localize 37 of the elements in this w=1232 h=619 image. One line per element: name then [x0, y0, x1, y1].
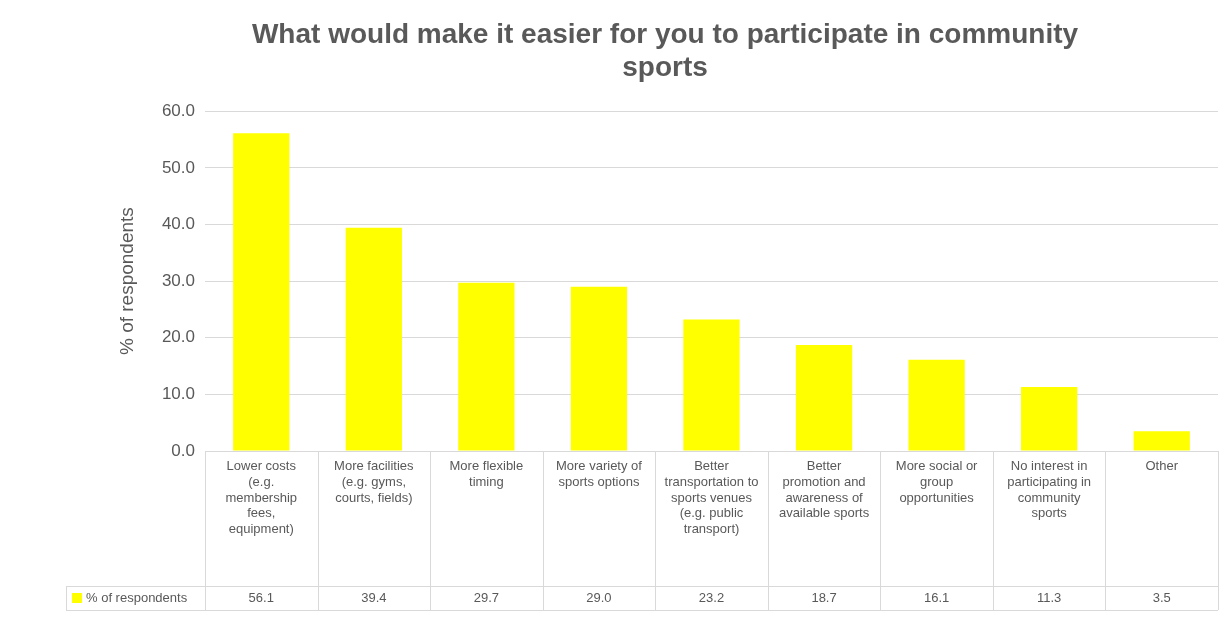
x-tick-label: More facilities (e.g. gyms, courts, fields) — [334, 458, 415, 505]
bar — [1021, 387, 1078, 451]
bar — [1133, 431, 1190, 451]
bar — [233, 133, 290, 451]
bar — [570, 286, 628, 451]
x-tick-label: More social or group opportunities — [895, 458, 979, 505]
data-label: 39.4 — [361, 589, 387, 605]
data-label: 11.3 — [1036, 589, 1062, 605]
y-axis-title: % of respondents — [115, 207, 137, 356]
x-tick-label: No interest in participating in community sports — [1007, 458, 1092, 521]
data-label: 56.1 — [248, 589, 274, 605]
legend-label: % of respondents — [86, 589, 188, 605]
y-tick-label: 0.0 — [171, 440, 195, 460]
y-tick-label: 40.0 — [161, 214, 195, 234]
x-tick-label: More flexible timing — [449, 458, 524, 489]
data-label: 23.2 — [698, 589, 725, 605]
y-tick-label: 10.0 — [161, 384, 195, 404]
chart-title: What would make it easier for you to participate in community sports — [251, 17, 1079, 83]
x-tick-label: Better transportation to sports venues (e.g. public transport) — [664, 458, 759, 536]
y-tick-label: 20.0 — [161, 327, 195, 347]
x-tick-label: Lower costs (e.g. membership fees, equipment) — [225, 458, 298, 536]
data-label: 3.5 — [1152, 589, 1171, 605]
bar — [908, 359, 965, 451]
x-tick-label: Other — [1145, 458, 1179, 474]
bar — [683, 319, 740, 451]
data-label: 16.1 — [923, 589, 950, 605]
bar — [345, 227, 402, 451]
y-tick-label: 30.0 — [161, 270, 195, 290]
bar — [795, 345, 853, 451]
x-tick-label: More variety of sports options — [555, 458, 643, 489]
bar — [458, 282, 515, 451]
data-label: 18.7 — [811, 589, 837, 605]
y-tick-label: 60.0 — [161, 100, 195, 120]
x-tick-label: Better promotion and awareness of available sports — [778, 458, 870, 521]
data-label: 29.0 — [586, 589, 612, 605]
y-tick-label: 50.0 — [161, 157, 195, 177]
data-label: 29.7 — [473, 589, 500, 605]
